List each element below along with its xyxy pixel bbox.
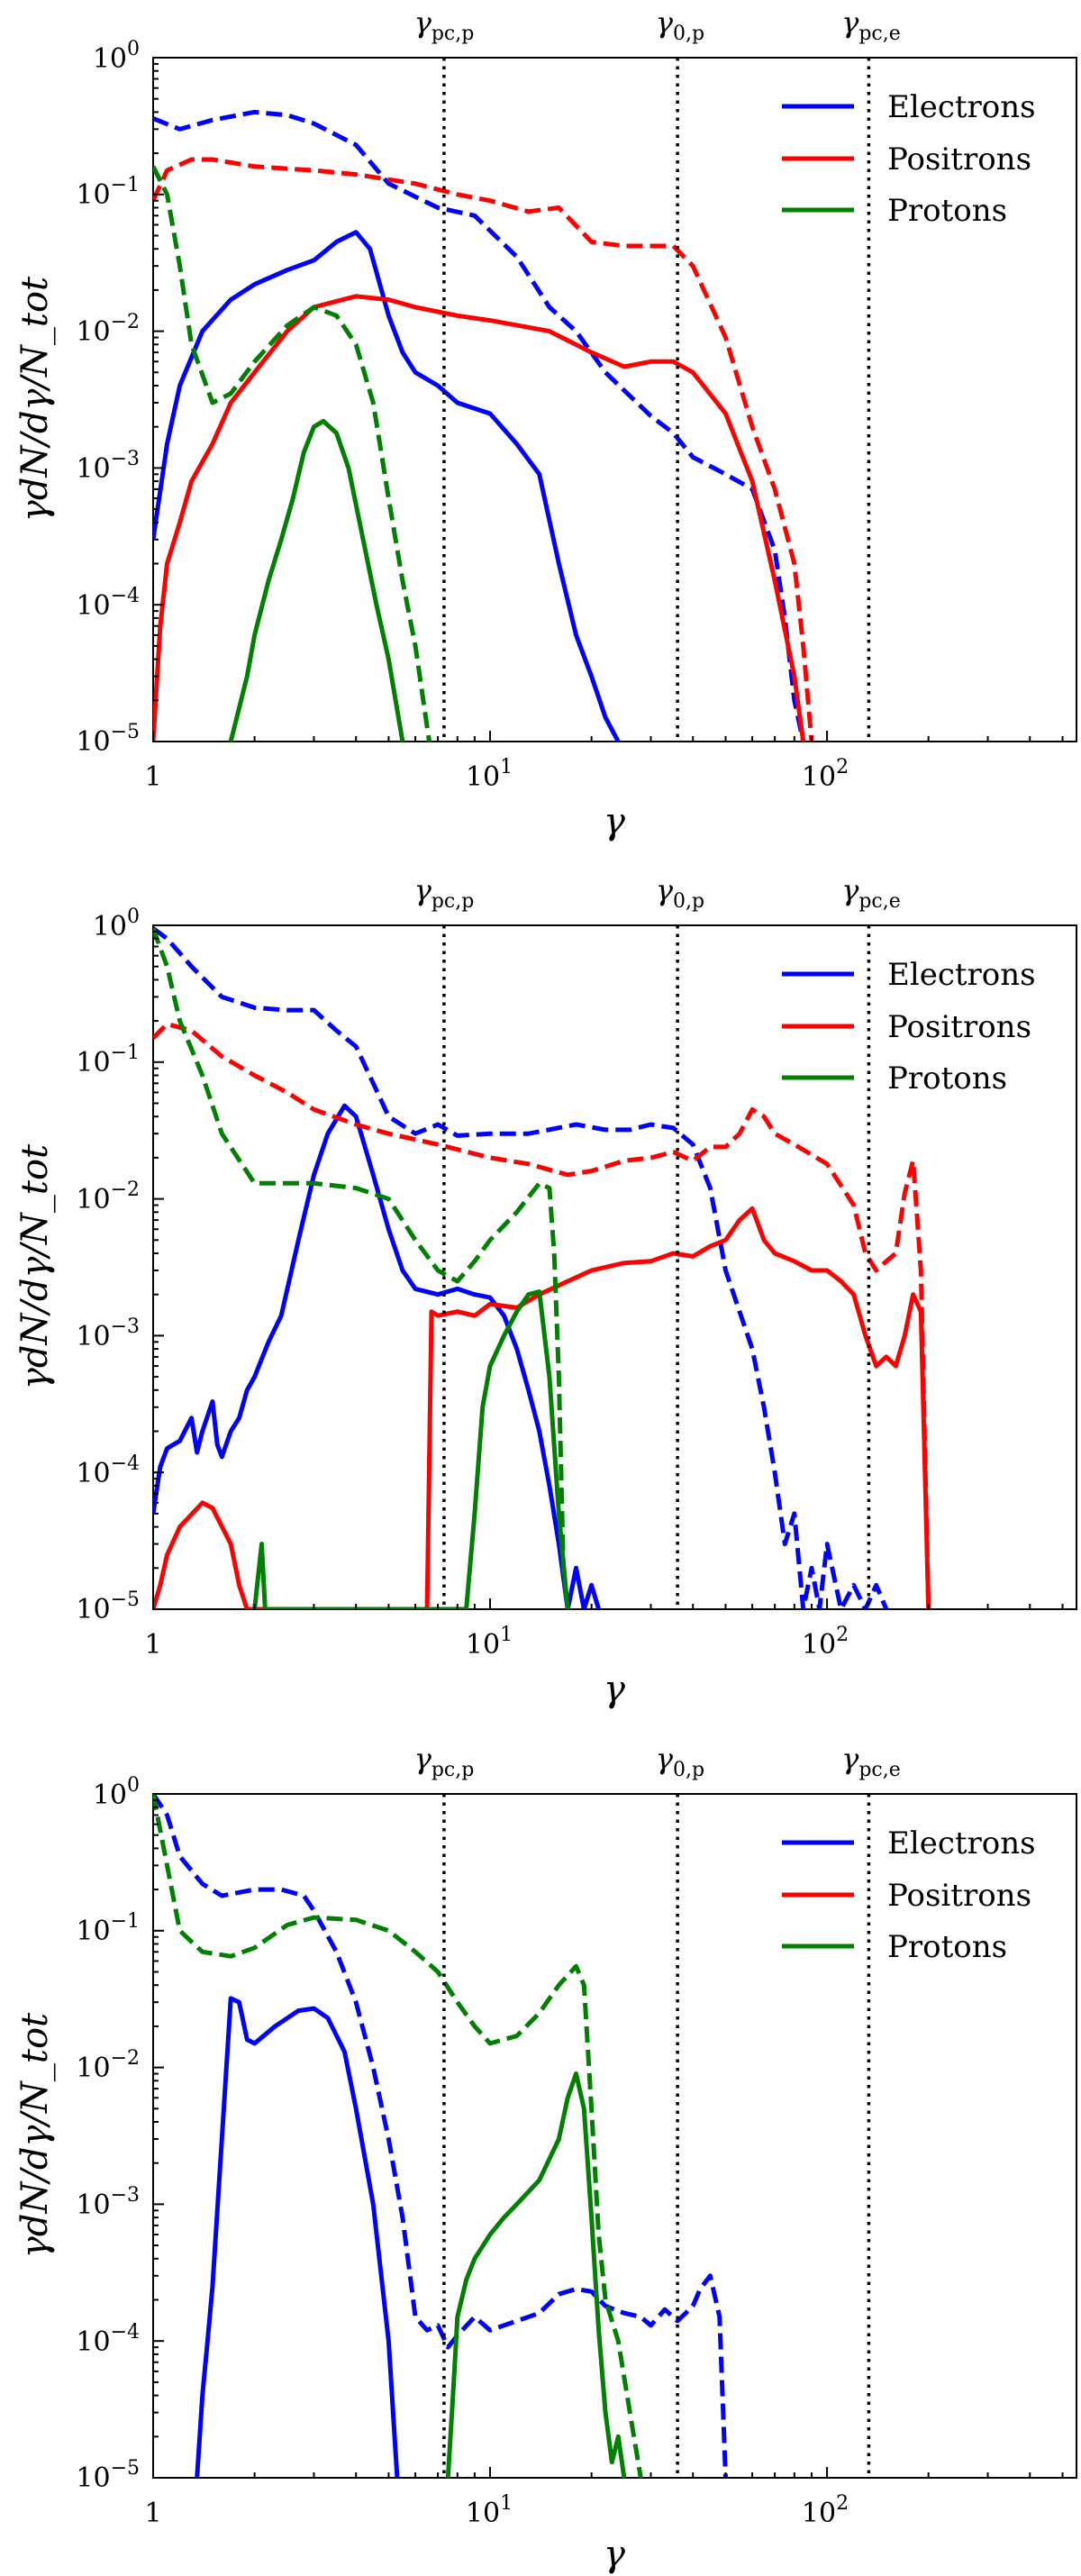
marker-label-0-p: γ0,p (656, 5, 704, 45)
y-tick-label: 10−1 (76, 1042, 140, 1079)
y-tick-label: 10−3 (76, 1315, 140, 1352)
x-tick-label: 101 (466, 2492, 513, 2529)
marker-layer: γpc,p γ0,p γpc,e (414, 1742, 901, 2478)
x-tick-label: 1 (144, 761, 161, 793)
series-positrons-solid (153, 1206, 931, 1609)
y-tick-label: 100 (93, 38, 140, 75)
plot-area (152, 924, 1077, 1610)
y-axis-label: γdN/dγ/N_tot (14, 2012, 56, 2258)
y-tick-label: 10−5 (76, 1588, 140, 1625)
legend-label-protons: Protons (887, 1060, 1007, 1097)
series-layer (153, 1792, 728, 2478)
marker-label-0-p: γ0,p (656, 1742, 704, 1781)
x-axis-label: γ (604, 1669, 625, 1710)
y-tick-label: 10−3 (76, 2184, 140, 2221)
marker-layer: γpc,p γ0,p γpc,e (414, 5, 901, 742)
plot-area (152, 57, 1077, 742)
series-electrons-solid (195, 1996, 400, 2478)
x-tick-label: 102 (802, 756, 849, 793)
y-axis-label: γdN/dγ/N_tot (14, 276, 56, 522)
series-positrons-dashed (153, 157, 814, 742)
plot-area (152, 1793, 1077, 2479)
legend-label-positrons: Positrons (887, 141, 1031, 177)
series-electrons-solid (153, 230, 621, 742)
marker-label-pc-p: γpc,p (414, 1742, 475, 1781)
x-tick-label: 101 (466, 756, 513, 793)
legend-label-electrons: Electrons (887, 89, 1036, 125)
series-protons-solid (445, 2071, 627, 2478)
marker-label-pc-e: γpc,e (841, 873, 901, 913)
y-axis-label: γdN/dγ/N_tot (14, 1143, 56, 1389)
y-tick-label: 100 (93, 1774, 140, 1811)
legend-label-electrons: Electrons (887, 957, 1036, 993)
series-electrons-dashed (153, 1792, 728, 2478)
y-tick-label: 10−1 (76, 1910, 140, 1947)
y-tick-label: 100 (93, 906, 140, 942)
legend-label-positrons: Positrons (887, 1878, 1031, 1914)
series-electrons-solid (153, 1103, 601, 1609)
x-tick-label: 102 (802, 1624, 849, 1661)
series-layer (153, 109, 814, 742)
y-tick-label: 10−4 (76, 585, 140, 622)
legend: Electrons Positrons Protons (782, 957, 1036, 1097)
x-tick-label: 101 (466, 1624, 513, 1661)
y-tick-label: 10−2 (76, 2047, 140, 2084)
axis-layer: 100 10−1 10−2 10−3 10−4 10−5 1 101 102 γ… (14, 1774, 1064, 2575)
y-tick-label: 10−2 (76, 311, 140, 348)
x-tick-label: 1 (144, 1629, 161, 1661)
panel-top: γpc,p γ0,p γpc,e 100 10−1 10−2 10−3 10−4… (14, 5, 1077, 842)
y-tick-label: 10−5 (76, 2457, 140, 2494)
series-protons-solid (228, 418, 405, 742)
y-tick-label: 10−4 (76, 1452, 140, 1489)
x-axis-label: γ (604, 801, 625, 842)
series-layer (153, 926, 931, 1609)
series-protons-solid (252, 1289, 570, 1609)
legend: Electrons Positrons Protons (782, 89, 1036, 229)
panel-middle: γpc,p γ0,p γpc,e 100 10−1 10−2 10−3 10−4… (14, 873, 1077, 1710)
axis-layer: 100 10−1 10−2 10−3 10−4 10−5 1 101 102 γ… (14, 906, 1064, 1710)
y-tick-label: 10−2 (76, 1179, 140, 1215)
legend-label-protons: Protons (887, 1929, 1007, 1965)
marker-label-pc-e: γpc,e (841, 1742, 901, 1781)
legend: Electrons Positrons Protons (782, 1825, 1036, 1965)
legend-label-electrons: Electrons (887, 1825, 1036, 1861)
marker-label-0-p: γ0,p (656, 873, 704, 913)
legend-label-positrons: Positrons (887, 1009, 1031, 1045)
y-tick-label: 10−1 (76, 174, 140, 211)
legend-label-protons: Protons (887, 193, 1007, 229)
series-electrons-dashed (153, 926, 889, 1609)
y-tick-label: 10−3 (76, 448, 140, 485)
marker-layer: γpc,p γ0,p γpc,e (414, 873, 901, 1609)
y-tick-label: 10−5 (76, 721, 140, 758)
series-protons-dashed (153, 165, 431, 742)
x-axis-label: γ (604, 2534, 625, 2575)
series-protons-dashed (153, 927, 570, 1609)
panel-bottom: γpc,p γ0,p γpc,e 100 10−1 10−2 10−3 10−4… (14, 1742, 1077, 2575)
marker-label-pc-p: γpc,p (414, 5, 475, 45)
series-positrons-solid (153, 294, 806, 742)
series-protons-dashed (153, 1793, 643, 2478)
marker-label-pc-e: γpc,e (841, 5, 901, 45)
x-tick-label: 102 (802, 2492, 849, 2529)
axis-layer: 100 10−1 10−2 10−3 10−4 10−5 1 101 102 γ… (14, 38, 1064, 842)
y-tick-label: 10−4 (76, 2321, 140, 2358)
x-tick-label: 1 (144, 2498, 161, 2529)
marker-label-pc-p: γpc,p (414, 873, 475, 913)
